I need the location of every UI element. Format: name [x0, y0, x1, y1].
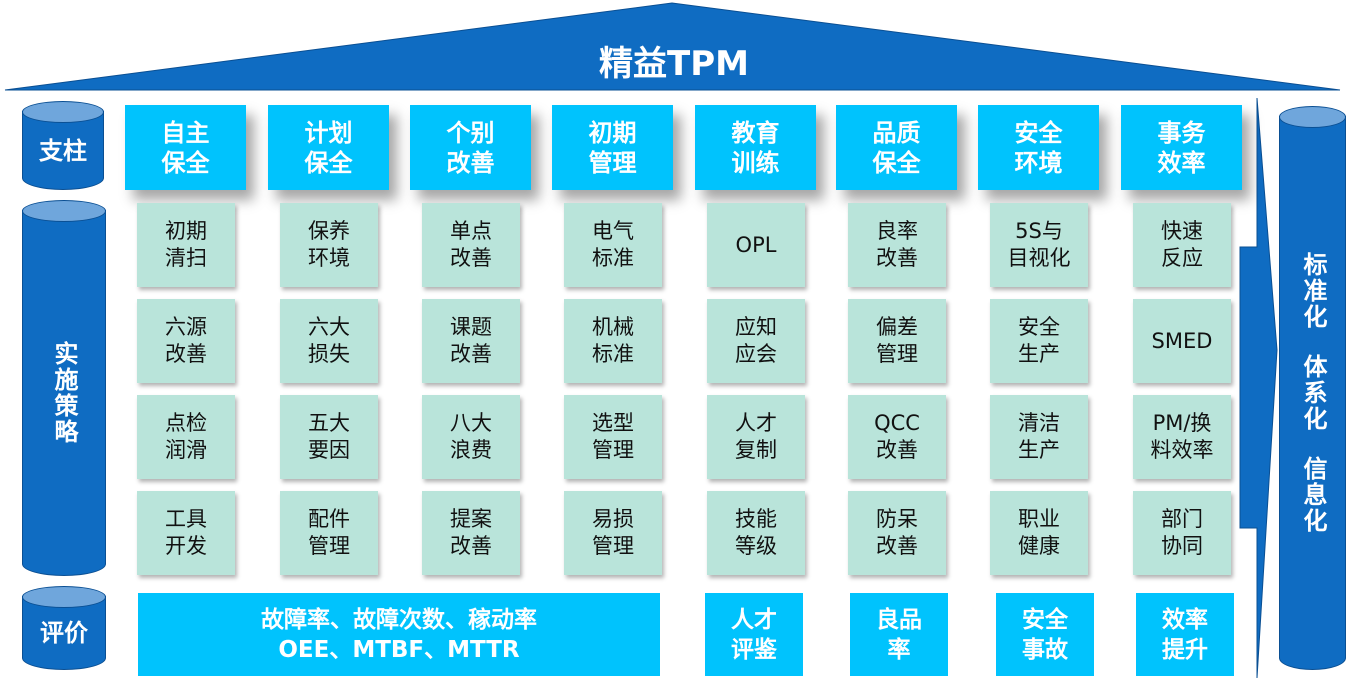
pillar-header: 计划 保全	[268, 105, 389, 190]
strategy-card: 人才 复制	[707, 395, 805, 479]
strategy-card: 选型 管理	[564, 395, 662, 479]
pillar-header: 自主 保全	[125, 105, 246, 190]
systematization-label: 体系化	[1299, 354, 1327, 432]
strategy-card: 快速 反应	[1133, 203, 1231, 287]
strategy-card: 工具 开发	[137, 491, 235, 575]
pillar-header: 品质 保全	[836, 105, 957, 190]
pillar-header: 个别 改善	[410, 105, 531, 190]
strategy-card: 防呆 改善	[848, 491, 946, 575]
strategy-card: 八大 浪费	[422, 395, 520, 479]
strategy-card: 职业 健康	[990, 491, 1088, 575]
strategy-card: 良率 改善	[848, 203, 946, 287]
strategy-card: 六大 损失	[280, 299, 378, 383]
strategy-card: 清洁 生产	[990, 395, 1088, 479]
strategy-card: 安全 生产	[990, 299, 1088, 383]
strategy-card: 应知 应会	[707, 299, 805, 383]
right-cylinder: 标准化 体系化 信息化	[1279, 106, 1346, 670]
strategy-card: 六源 改善	[137, 299, 235, 383]
strategy-card: 五大 要因	[280, 395, 378, 479]
pillar-label: 支柱	[39, 136, 87, 165]
strategy-card: 点检 润滑	[137, 395, 235, 479]
evaluation-label: 评价	[40, 619, 88, 647]
strategy-card: 技能 等级	[707, 491, 805, 575]
strategy-card: 部门 协同	[1133, 491, 1231, 575]
informatization-label: 信息化	[1299, 456, 1327, 534]
strategy-card: 初期 清扫	[137, 203, 235, 287]
eval-equipment: 故障率、故障次数、稼动率 OEE、MTBF、MTTR	[138, 593, 660, 676]
strategy-label: 实施策略	[50, 341, 78, 445]
strategy-card: 偏差 管理	[848, 299, 946, 383]
pillar-cylinder: 支柱	[22, 101, 104, 190]
strategy-card: PM/换 料效率	[1133, 395, 1231, 479]
standardization-label: 标准化	[1299, 252, 1327, 330]
strategy-card: SMED	[1133, 299, 1231, 383]
pillar-header: 教育 训练	[695, 105, 816, 190]
strategy-card: 配件 管理	[280, 491, 378, 575]
strategy-card: QCC 改善	[848, 395, 946, 479]
pillar-header: 初期 管理	[552, 105, 673, 190]
strategy-card: 易损 管理	[564, 491, 662, 575]
eval-efficiency: 效率 提升	[1136, 593, 1234, 676]
eval-talent: 人才 评鉴	[705, 593, 803, 676]
strategy-card: 机械 标准	[564, 299, 662, 383]
eval-safety: 安全 事故	[996, 593, 1094, 676]
evaluation-cylinder: 评价	[22, 586, 106, 670]
strategy-card: 单点 改善	[422, 203, 520, 287]
strategy-card: 课题 改善	[422, 299, 520, 383]
strategy-card: 电气 标准	[564, 203, 662, 287]
eval-quality: 良品 率	[850, 593, 948, 676]
pillar-header: 安全 环境	[978, 105, 1099, 190]
strategy-card: 保养 环境	[280, 203, 378, 287]
roof	[4, 2, 1341, 91]
strategy-cylinder: 实施策略	[22, 200, 106, 576]
strategy-card: OPL	[707, 203, 805, 287]
strategy-card: 5S与 目视化	[990, 203, 1088, 287]
page-title: 精益TPM	[599, 44, 749, 84]
right-arrow-shape	[1239, 97, 1278, 678]
pillar-header: 事务 效率	[1121, 105, 1242, 190]
strategy-card: 提案 改善	[422, 491, 520, 575]
